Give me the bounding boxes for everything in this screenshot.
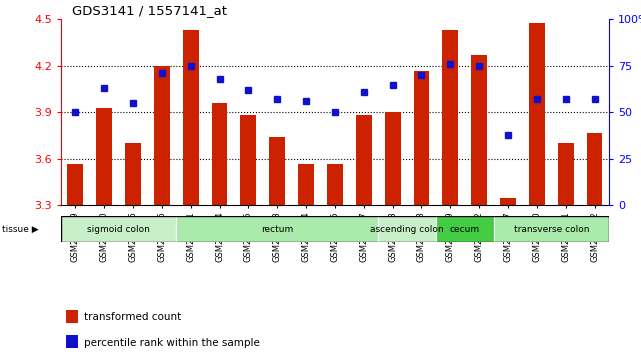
Bar: [494, 216, 609, 242]
Bar: [587, 132, 603, 205]
Bar: [327, 164, 343, 205]
Bar: [61, 216, 176, 242]
Text: sigmoid colon: sigmoid colon: [87, 225, 150, 234]
Bar: [154, 66, 170, 205]
Bar: [67, 310, 78, 323]
Bar: [67, 164, 83, 205]
Bar: [298, 164, 314, 205]
Bar: [183, 30, 199, 205]
Bar: [67, 335, 78, 348]
Bar: [240, 115, 256, 205]
Bar: [529, 23, 545, 205]
Bar: [378, 216, 436, 242]
Text: percentile rank within the sample: percentile rank within the sample: [84, 338, 260, 348]
Bar: [500, 198, 516, 205]
Bar: [269, 137, 285, 205]
Bar: [96, 108, 112, 205]
Bar: [558, 143, 574, 205]
Bar: [471, 55, 487, 205]
Bar: [356, 115, 372, 205]
Bar: [385, 113, 401, 205]
Text: transformed count: transformed count: [84, 312, 181, 322]
Text: ascending colon: ascending colon: [370, 225, 444, 234]
Bar: [125, 143, 141, 205]
Bar: [413, 70, 429, 205]
Text: transverse colon: transverse colon: [513, 225, 589, 234]
Text: GDS3141 / 1557141_at: GDS3141 / 1557141_at: [72, 4, 227, 17]
Bar: [212, 103, 228, 205]
Bar: [436, 216, 494, 242]
Text: rectum: rectum: [261, 225, 294, 234]
Text: cecum: cecum: [450, 225, 479, 234]
Text: tissue ▶: tissue ▶: [2, 225, 38, 234]
Bar: [442, 30, 458, 205]
Bar: [176, 216, 378, 242]
